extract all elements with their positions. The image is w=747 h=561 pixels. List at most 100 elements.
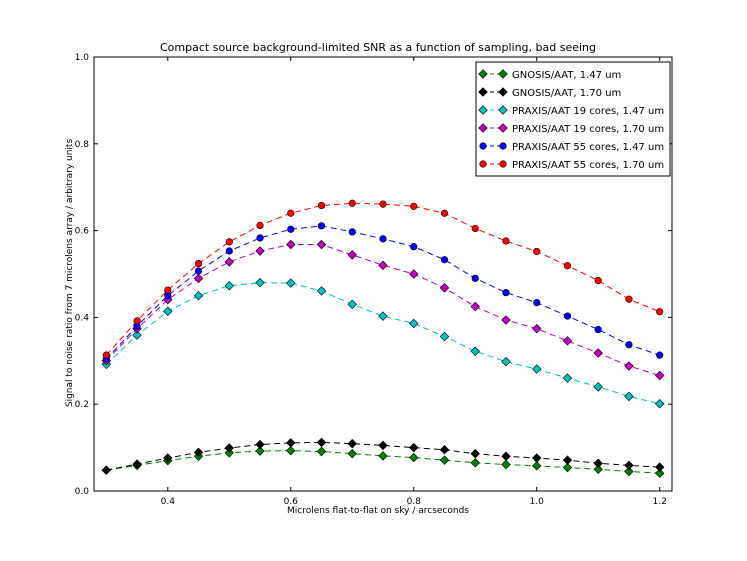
data-point bbox=[409, 318, 419, 329]
legend-marker bbox=[499, 142, 507, 150]
data-point bbox=[224, 443, 235, 453]
data-point bbox=[132, 330, 142, 340]
y-tick-label: 0.2 bbox=[75, 400, 89, 410]
data-point bbox=[531, 453, 542, 463]
legend-label: PRAXIS/AAT 19 cores, 1.70 um bbox=[512, 124, 664, 135]
data-point bbox=[531, 323, 542, 334]
data-point bbox=[470, 448, 480, 459]
legend-marker bbox=[479, 160, 487, 168]
legend-marker bbox=[478, 123, 488, 133]
series-2 bbox=[101, 437, 665, 475]
data-point bbox=[594, 325, 602, 334]
data-point bbox=[501, 356, 511, 367]
y-tick-label: 1.0 bbox=[75, 53, 90, 63]
data-point bbox=[287, 209, 295, 217]
plot-area: 0.4 0.6 0.8 1.0 1.2 0.0 0.2 0.4 0.6 0.8 1.0 bbox=[75, 53, 673, 507]
data-point bbox=[593, 382, 603, 392]
data-point bbox=[224, 280, 235, 291]
data-point bbox=[562, 336, 573, 346]
data-point bbox=[502, 237, 510, 245]
plot-frame bbox=[93, 56, 673, 492]
data-point bbox=[624, 466, 634, 477]
legend-box bbox=[475, 61, 671, 177]
data-point bbox=[439, 283, 450, 293]
legend-marker bbox=[479, 142, 487, 150]
legend-marker bbox=[498, 69, 508, 79]
legend-marker bbox=[478, 87, 488, 97]
data-point bbox=[533, 247, 541, 256]
data-point bbox=[501, 315, 511, 325]
series-3 bbox=[101, 277, 665, 409]
legend: GNOSIS/AAT, 1.47 um GNOSIS/AAT, 1.70 um PR… bbox=[475, 61, 671, 177]
legend-entry: PRAXIS/AAT 19 cores, 1.70 um bbox=[478, 123, 664, 135]
data-point bbox=[316, 446, 327, 457]
data-point bbox=[654, 462, 665, 472]
data-point bbox=[563, 312, 572, 320]
series-6 bbox=[102, 199, 664, 359]
data-point bbox=[624, 391, 634, 402]
data-point bbox=[163, 453, 173, 463]
data-point bbox=[562, 373, 573, 383]
legend-label: GNOSIS/AAT, 1.70 um bbox=[512, 88, 621, 99]
data-point bbox=[502, 289, 510, 297]
data-point bbox=[164, 286, 172, 294]
data-point bbox=[378, 451, 388, 461]
data-point bbox=[440, 209, 449, 217]
data-point bbox=[624, 361, 634, 371]
data-point bbox=[439, 445, 450, 455]
y-axis-label: Signal to noise ratio from 7 microlens a… bbox=[65, 139, 75, 408]
data-point bbox=[593, 348, 603, 358]
data-point bbox=[563, 262, 572, 270]
data-point bbox=[225, 238, 233, 246]
data-point bbox=[194, 267, 203, 275]
legend-label: PRAXIS/AAT 55 cores, 1.47 um bbox=[512, 142, 664, 153]
data-point bbox=[256, 234, 264, 242]
data-point bbox=[194, 259, 203, 268]
data-point bbox=[317, 201, 326, 210]
data-point bbox=[656, 308, 664, 316]
data-point bbox=[193, 273, 204, 284]
data-point bbox=[654, 399, 665, 409]
legend-label: GNOSIS/AAT, 1.47 um bbox=[512, 70, 621, 81]
data-point bbox=[533, 299, 541, 307]
data-point bbox=[378, 311, 388, 321]
data-point bbox=[531, 364, 542, 374]
legend-label: PRAXIS/AAT 19 cores, 1.47 um bbox=[512, 106, 664, 117]
data-point bbox=[439, 331, 450, 342]
y-tick-label: 0.6 bbox=[75, 227, 90, 237]
data-point bbox=[316, 437, 327, 448]
data-point bbox=[347, 448, 357, 459]
legend-marker bbox=[499, 160, 507, 168]
data-point bbox=[471, 274, 479, 282]
data-point bbox=[470, 301, 480, 312]
data-point bbox=[531, 461, 542, 471]
data-point bbox=[348, 199, 356, 207]
data-point bbox=[501, 451, 511, 462]
data-point bbox=[224, 257, 235, 267]
data-point bbox=[347, 250, 357, 260]
data-point bbox=[379, 200, 387, 208]
data-point bbox=[255, 439, 265, 450]
data-point bbox=[316, 239, 327, 250]
data-point bbox=[132, 459, 142, 469]
data-point bbox=[593, 458, 603, 468]
data-point bbox=[347, 438, 357, 449]
y-tick-label: 0.0 bbox=[75, 487, 90, 497]
data-point bbox=[654, 468, 665, 478]
chart-title: Compact source background-limited SNR as… bbox=[160, 41, 596, 54]
data-point bbox=[594, 276, 602, 285]
legend-entry: GNOSIS/AAT, 1.70 um bbox=[478, 87, 621, 99]
data-point bbox=[317, 222, 326, 230]
legend-marker bbox=[498, 123, 508, 133]
data-point bbox=[286, 445, 296, 456]
data-point bbox=[440, 256, 449, 264]
data-point bbox=[593, 464, 603, 475]
data-point bbox=[163, 306, 173, 317]
series-5 bbox=[102, 222, 664, 363]
x-axis-label: Microlens flat-to-flat on sky / arcsecon… bbox=[287, 506, 469, 516]
data-point bbox=[286, 438, 296, 448]
legend-entry: PRAXIS/AAT 55 cores, 1.70 um bbox=[479, 160, 664, 171]
data-point bbox=[255, 246, 265, 256]
data-point bbox=[378, 440, 388, 451]
